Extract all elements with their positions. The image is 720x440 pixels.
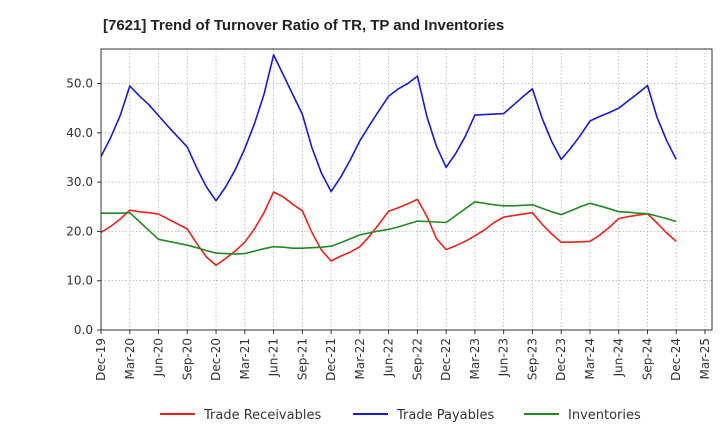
- y-tick-label: 10.0: [66, 274, 93, 288]
- x-tick-label: Jun-21: [267, 338, 281, 377]
- legend-label: Trade Payables: [396, 408, 494, 423]
- legend: Trade Receivables Trade Payables Inventori…: [160, 408, 641, 423]
- x-tick-label: Dec-22: [439, 338, 453, 381]
- x-tick-label: Sep-23: [525, 338, 539, 380]
- x-tick-label: Dec-20: [209, 338, 223, 381]
- chart-title: [7621] Trend of Turnover Ratio of TR, TP…: [103, 17, 504, 34]
- axis-layer: Dec-19 Mar-20 Jun-20 Sep-20 Dec-20 Mar-21 Jun-…: [66, 77, 712, 381]
- grid-layer: [100, 49, 712, 331]
- series-line-inventories: [101, 201, 677, 255]
- series-line-trade-payables: [100, 54, 677, 202]
- x-tick-label: Jun-20: [152, 338, 166, 377]
- x-tick-label: Jun-22: [382, 338, 396, 377]
- x-tick-label: Jun-23: [497, 338, 511, 377]
- x-tick-label: Sep-21: [295, 338, 309, 380]
- x-tick-label: Sep-24: [640, 338, 654, 380]
- series-layer: [100, 54, 677, 267]
- x-tick-label: Mar-23: [468, 338, 482, 379]
- x-tick-label: Dec-24: [669, 338, 683, 381]
- y-tick-label: 20.0: [66, 224, 93, 238]
- x-tick-label: Dec-23: [554, 338, 568, 381]
- x-tick-label: Dec-19: [94, 338, 108, 381]
- y-tick-label: 30.0: [66, 175, 93, 189]
- plot-frame: [100, 48, 713, 331]
- x-tick-label: Mar-24: [583, 338, 597, 379]
- series-line-trade-receivables: [100, 191, 677, 267]
- x-tick-label: Dec-21: [324, 338, 338, 381]
- x-tick-label: Jun-24: [612, 338, 626, 377]
- y-tick-label: 50.0: [66, 77, 93, 91]
- y-tick-label: 0.0: [74, 323, 93, 337]
- x-tick-label: Sep-20: [180, 338, 194, 380]
- x-tick-label: Mar-20: [123, 338, 137, 379]
- y-tick-label: 40.0: [66, 126, 93, 140]
- x-tick-label: Sep-22: [410, 338, 424, 380]
- legend-label: Trade Receivables: [203, 408, 321, 423]
- x-tick-label: Mar-21: [238, 338, 252, 379]
- x-tick-label: Mar-25: [698, 338, 712, 379]
- legend-label: Inventories: [568, 408, 641, 423]
- x-tick-label: Mar-22: [353, 338, 367, 379]
